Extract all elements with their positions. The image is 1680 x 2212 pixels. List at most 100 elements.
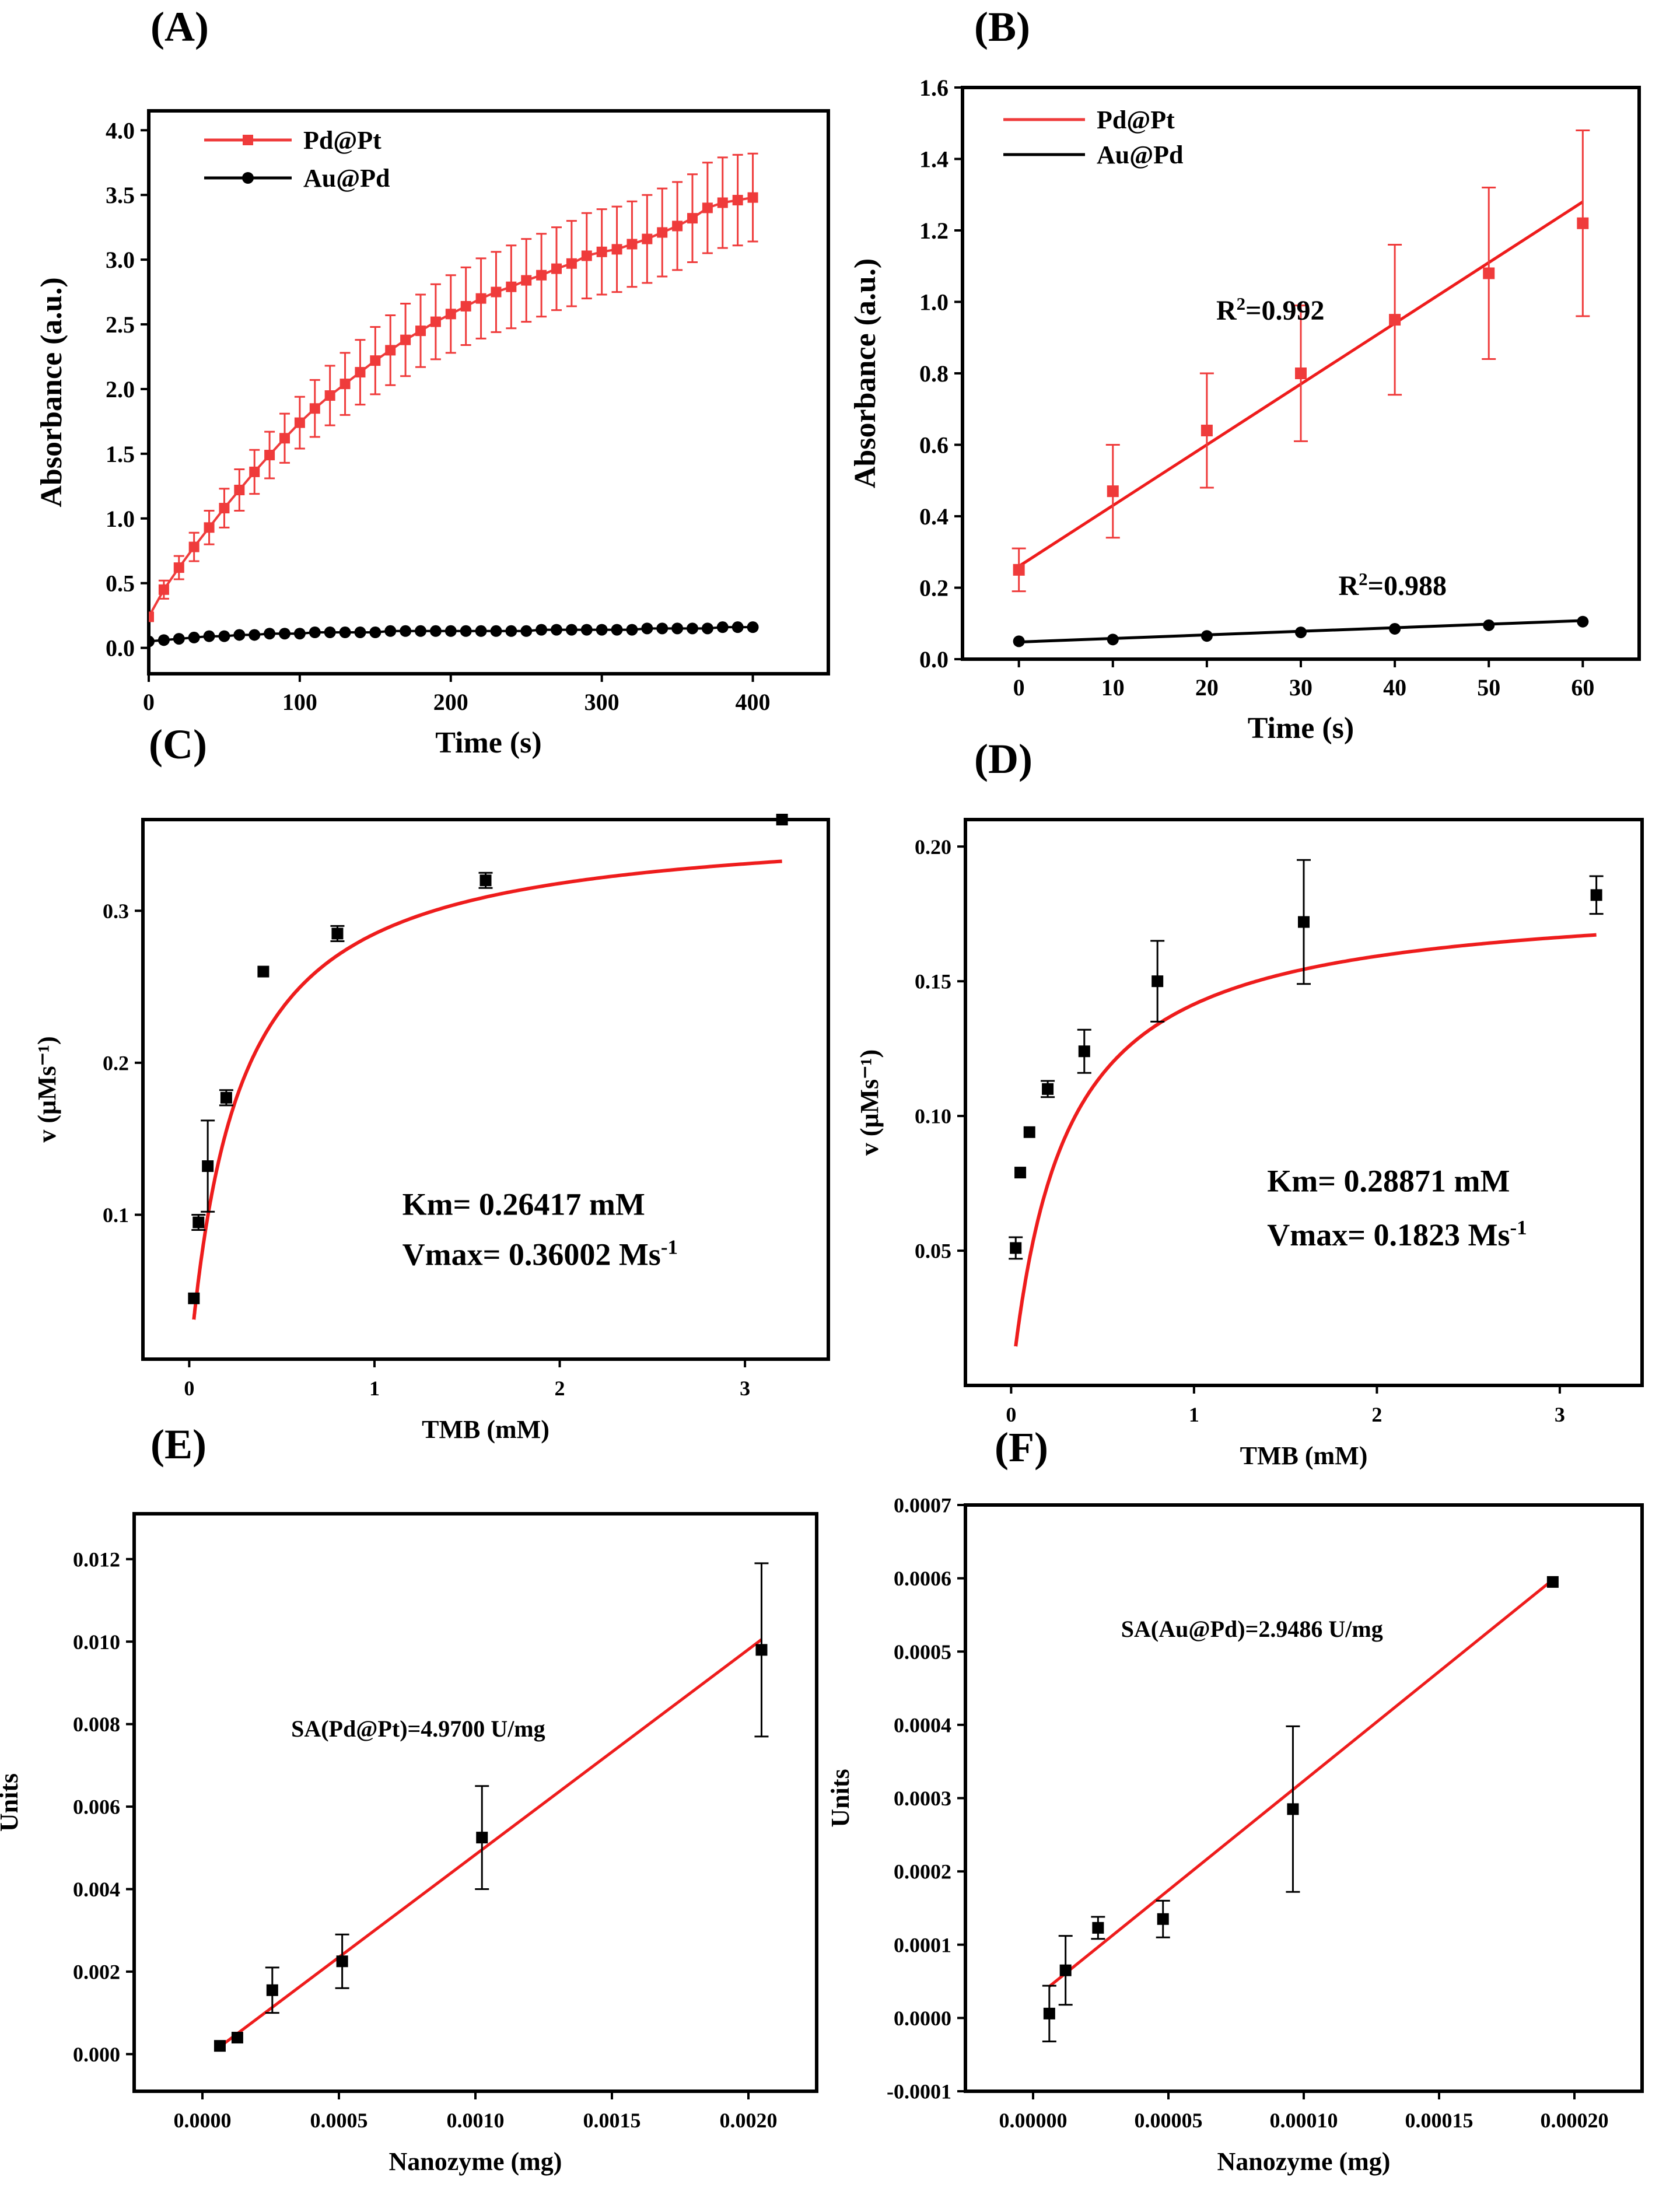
plot-frame [147, 109, 830, 676]
x-tick-label: 0 [1013, 674, 1025, 701]
data-point [747, 621, 759, 634]
y-tick-label: 1.0 [106, 506, 135, 532]
x-axis-label: TMB (mM) [422, 1415, 550, 1444]
mm-fit-curve [192, 859, 782, 1320]
data-point [188, 631, 200, 643]
annotation: Vmax= 0.36002 Ms-1 [402, 1236, 678, 1272]
data-point [460, 300, 471, 312]
y-tick-label: 0.0003 [894, 1787, 951, 1810]
data-point [717, 197, 728, 208]
y-tick-label: 0.0 [106, 635, 135, 662]
legend: Pd@Pt Au@Pd [204, 126, 390, 192]
data-point [264, 450, 275, 461]
data-point [747, 192, 758, 203]
plot-area [149, 152, 759, 648]
plot-area [188, 814, 788, 1320]
y-tick-label: 0.000 [73, 2043, 120, 2066]
panel-b: (B) 0 10 20 30 40 50 60 0.0 0.2 0.4 0.6 0.8 1.0 1.2 1.4… [849, 4, 1641, 745]
data-point [429, 625, 442, 637]
y-tick-label: 0.0004 [894, 1713, 951, 1737]
legend-label: Pd@Pt [303, 126, 382, 155]
panel-d: (D) 0 1 2 3 0.05 0.10 0.15 0.20 TMB (mM) v (μMs⁻¹)… [855, 736, 1644, 1470]
data-point [490, 625, 502, 637]
data-point [192, 1216, 205, 1228]
y-tick-label: 4.0 [106, 117, 135, 144]
data-point [475, 625, 487, 637]
data-point [415, 625, 426, 637]
y-tick-label: 0.008 [73, 1713, 120, 1736]
data-point [384, 625, 397, 637]
panel-label: (D) [974, 736, 1032, 782]
y-tick-label: 0.0 [919, 646, 949, 673]
y-tick-label: 0.004 [73, 1878, 120, 1901]
data-point [480, 874, 492, 887]
plot-area [214, 1562, 769, 2052]
x-tick-label: 3 [740, 1377, 750, 1400]
data-point [596, 624, 608, 636]
legend-label: Au@Pd [303, 164, 390, 192]
data-point [279, 628, 290, 640]
y-tick-label: 0.20 [915, 835, 951, 859]
y-tick-label: 0.05 [915, 1240, 951, 1263]
x-tick-label: 50 [1477, 674, 1500, 701]
plot-frame [964, 1503, 1644, 2093]
legend-marker [242, 172, 254, 184]
plot-area [1009, 859, 1604, 1347]
data-point [1107, 485, 1119, 498]
data-point [444, 625, 457, 637]
data-point [203, 630, 215, 642]
x-tick-label: 1 [369, 1377, 380, 1400]
data-point [293, 628, 306, 640]
data-point [716, 621, 729, 634]
x-tick-label: 10 [1101, 674, 1125, 701]
data-point [1483, 619, 1495, 631]
panel-label: (C) [149, 721, 207, 768]
y-tick-label: 1.2 [919, 218, 949, 244]
data-point [1295, 626, 1307, 639]
y-tick-label: 0.0000 [894, 2007, 951, 2030]
y-axis-label: v (μMs⁻¹) [855, 1049, 884, 1156]
y-tick-label: 1.5 [106, 441, 135, 467]
data-point [520, 625, 533, 637]
data-point [257, 965, 270, 978]
y-tick-label: 0.5 [106, 570, 135, 597]
data-point [475, 293, 487, 304]
y-tick-label: 0.0006 [894, 1567, 951, 1590]
x-tick-label: 30 [1289, 674, 1312, 701]
x-tick-label: 0.0020 [720, 2109, 778, 2132]
data-point [1200, 630, 1213, 642]
annotation: SA(Au@Pd)=2.9486 U/mg [1121, 1616, 1383, 1642]
y-tick-label: 0.0002 [894, 1860, 951, 1884]
x-tick-label: 0.0000 [174, 2109, 232, 2132]
data-point [202, 1160, 214, 1172]
y-tick-label: -0.0001 [887, 2080, 951, 2104]
data-point [1013, 635, 1025, 648]
data-point [188, 1292, 200, 1304]
x-tick-label: 20 [1195, 674, 1219, 701]
x-tick-label: 0.0005 [310, 2109, 368, 2132]
panel-e: (E) 0.0000 0.0005 0.0010 0.0015 0.0020 0.000 0.… [0, 1421, 818, 2176]
y-tick-label: 2.5 [106, 312, 135, 338]
data-point [687, 213, 698, 224]
legend-label: Pd@Pt [1097, 106, 1175, 134]
data-point [1042, 1083, 1054, 1095]
data-point [776, 814, 788, 825]
data-point [173, 562, 184, 573]
y-tick-label: 0.006 [73, 1796, 120, 1819]
data-point [521, 275, 532, 286]
y-tick-label: 0.3 [103, 900, 129, 923]
data-point [385, 345, 396, 356]
legend-marker [243, 135, 253, 145]
y-tick-label: 1.4 [919, 146, 949, 173]
y-tick-label: 0.10 [915, 1105, 951, 1128]
data-point [158, 584, 169, 595]
x-tick-label: 1 [1189, 1403, 1199, 1426]
data-point [701, 622, 713, 635]
data-point [445, 309, 456, 320]
y-axis-label: v (μMs⁻¹) [33, 1036, 61, 1142]
y-axis-label: Units [0, 1773, 23, 1832]
legend: Pd@Pt Au@Pd [1003, 106, 1184, 169]
fit-line [219, 1638, 762, 2048]
x-tick-label: 0.00020 [1541, 2109, 1609, 2132]
x-tick-label: 100 [282, 689, 317, 715]
